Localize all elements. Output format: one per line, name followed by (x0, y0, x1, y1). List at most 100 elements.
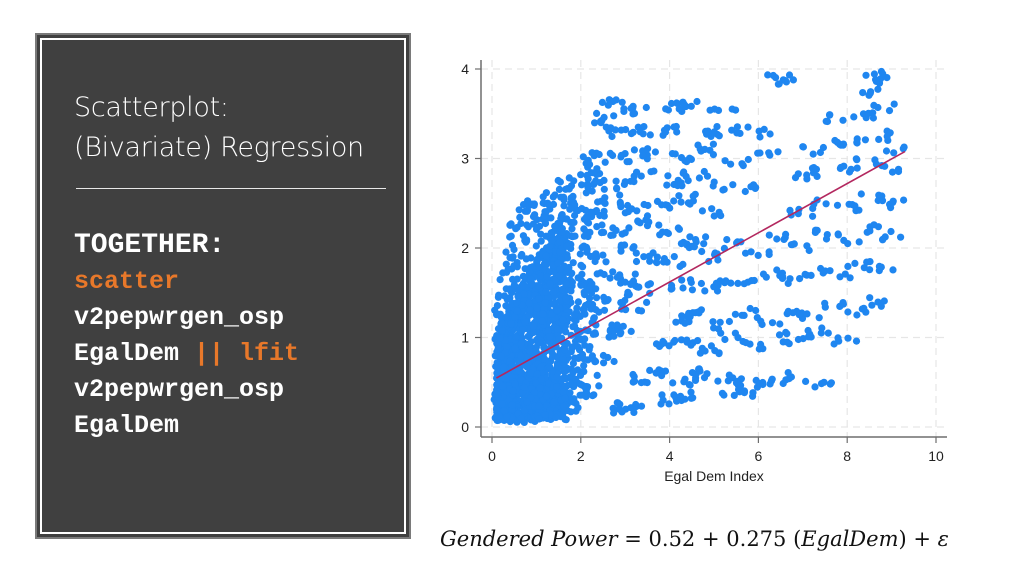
data-point (643, 212, 652, 220)
data-point (830, 340, 838, 348)
data-point (782, 230, 790, 238)
data-point (574, 298, 583, 306)
info-panel: Scatterplot: (Bivariate) Regression TOGE… (35, 33, 411, 539)
data-point (520, 406, 528, 415)
data-point (535, 402, 543, 410)
data-point (578, 270, 586, 278)
data-point (569, 259, 577, 267)
data-point (591, 119, 599, 127)
data-point (621, 278, 629, 286)
data-point (617, 299, 625, 307)
data-point (820, 378, 828, 386)
data-point (640, 123, 648, 131)
data-point (646, 280, 655, 288)
data-point (700, 374, 709, 382)
data-point (563, 242, 571, 250)
data-point (889, 198, 897, 207)
data-point (560, 407, 569, 415)
data-point (633, 168, 641, 176)
data-point (696, 367, 704, 375)
data-point (538, 317, 546, 325)
data-point (563, 268, 571, 276)
data-point (794, 170, 802, 178)
data-point (689, 394, 697, 402)
data-point (634, 217, 642, 225)
data-point (729, 181, 737, 189)
data-point (542, 208, 550, 216)
data-point (710, 324, 718, 332)
data-point (746, 304, 754, 313)
data-point (851, 259, 859, 267)
data-point (553, 383, 561, 391)
data-point (852, 337, 861, 345)
data-point (556, 265, 564, 274)
data-point (609, 268, 617, 276)
data-point (656, 231, 664, 239)
data-point (580, 215, 589, 223)
data-point (617, 203, 625, 211)
data-point (601, 158, 609, 166)
data-point (794, 335, 803, 344)
data-point (549, 288, 558, 296)
data-point (688, 369, 697, 377)
data-point (600, 270, 608, 279)
data-point (850, 113, 858, 121)
data-point (535, 339, 544, 347)
data-point (826, 267, 834, 275)
data-point (756, 133, 764, 141)
data-point (834, 334, 842, 342)
y-tick-label: 1 (461, 330, 469, 346)
data-point (618, 98, 626, 106)
data-point (629, 378, 637, 386)
data-point (801, 270, 809, 278)
data-point (510, 281, 519, 289)
data-point (678, 312, 686, 320)
data-point (663, 181, 671, 189)
data-point (517, 340, 525, 348)
data-point (682, 172, 690, 181)
data-point (890, 149, 898, 157)
data-point (809, 212, 817, 220)
data-point (631, 270, 639, 278)
data-point (586, 343, 594, 351)
data-point (546, 242, 554, 250)
data-point (581, 335, 589, 343)
data-point (750, 276, 758, 285)
data-point (558, 228, 566, 236)
data-point (686, 233, 694, 241)
data-point (536, 384, 544, 392)
data-point (855, 238, 863, 246)
data-point (541, 219, 550, 228)
data-point (681, 375, 689, 383)
data-point (681, 157, 689, 165)
data-point (710, 212, 718, 220)
data-point (617, 241, 626, 249)
data-point (519, 201, 528, 209)
data-point (542, 288, 550, 296)
data-point (609, 97, 617, 106)
data-point (799, 143, 808, 151)
data-point (877, 302, 885, 310)
data-point (532, 347, 540, 355)
data-point (590, 169, 598, 177)
data-point (571, 337, 580, 345)
data-point (784, 307, 792, 315)
data-point (672, 318, 680, 326)
data-point (852, 155, 860, 163)
data-point (675, 192, 683, 200)
data-point (555, 335, 563, 343)
data-point (535, 263, 543, 271)
x-tick-label: 6 (755, 448, 763, 464)
data-point (559, 316, 567, 324)
data-point (742, 249, 750, 257)
data-point (879, 236, 887, 244)
data-point (533, 256, 542, 264)
data-point (608, 321, 616, 329)
data-point (535, 295, 543, 303)
data-point (625, 224, 633, 232)
code-keyword: scatter (74, 267, 180, 296)
data-point (588, 352, 597, 360)
data-point (686, 276, 695, 284)
data-point (645, 252, 653, 260)
data-point (676, 262, 684, 271)
